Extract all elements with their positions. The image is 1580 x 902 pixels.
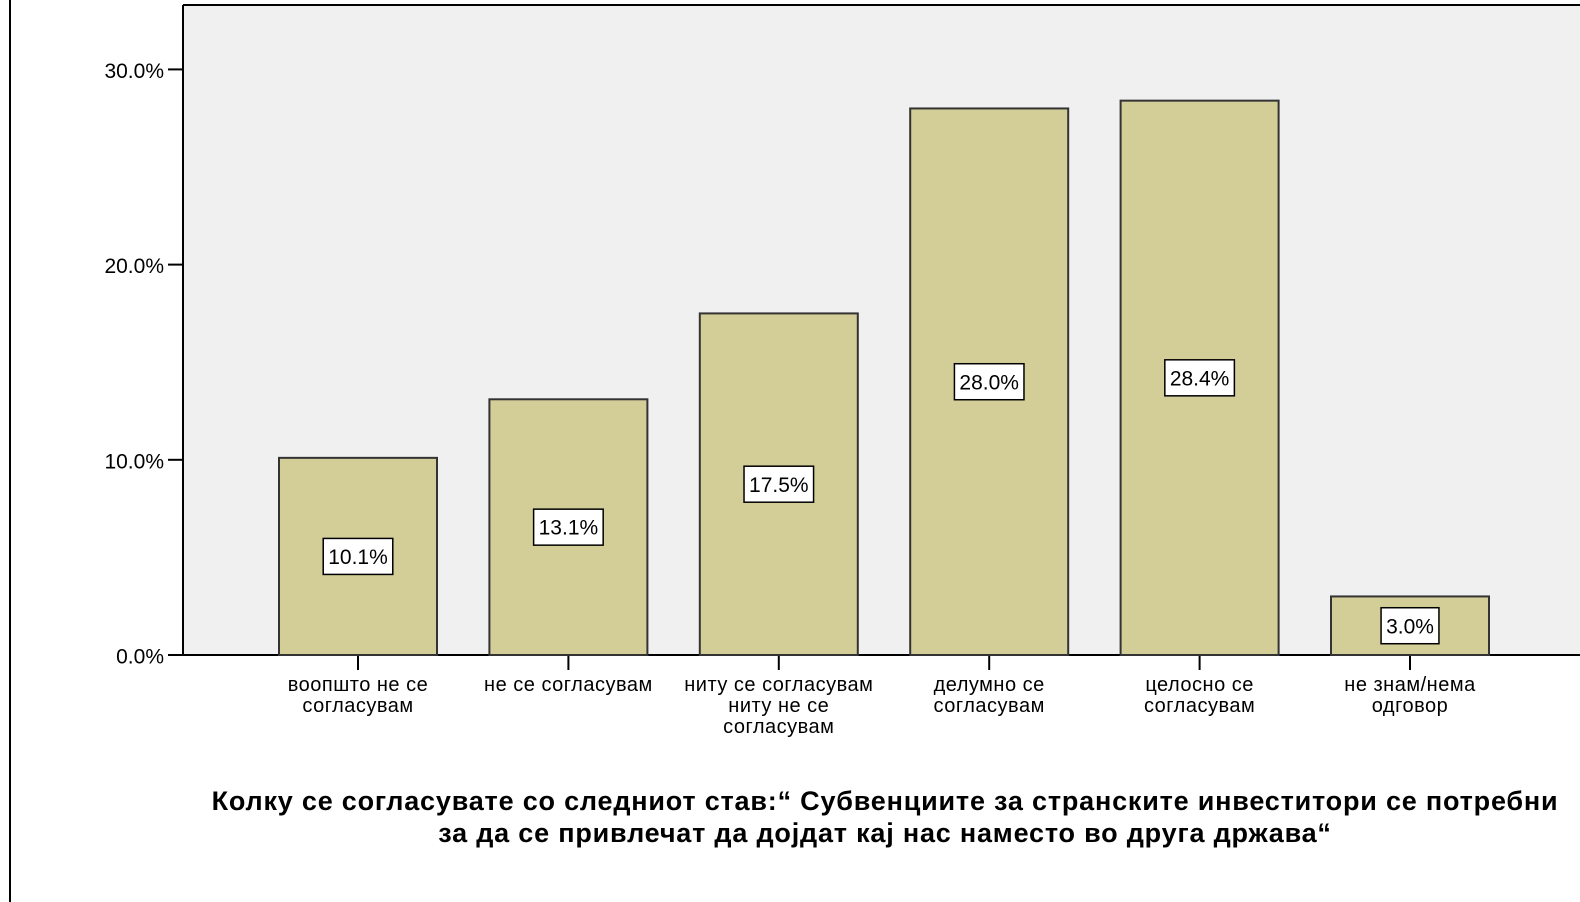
x-tick-label: не знам/нема одговор — [1344, 674, 1476, 717]
y-tick-label: 0.0% — [116, 646, 164, 669]
x-tick-label: делумно се согласувам — [933, 674, 1045, 717]
value-label: 28.0% — [959, 371, 1019, 394]
y-tick-label: 20.0% — [104, 255, 164, 278]
value-label-box — [953, 362, 1025, 401]
value-label: 3.0% — [1386, 615, 1434, 638]
value-label-box — [322, 537, 394, 576]
value-label-box — [532, 508, 604, 546]
value-label-box — [743, 465, 815, 503]
x-tick-label: ниту се согласувам ниту не се согласувам — [684, 674, 874, 738]
x-tick-label: целосно се согласувам — [1143, 674, 1256, 717]
y-tick-label: 10.0% — [104, 450, 164, 473]
x-tick-label: воопшто не се согласувам — [287, 674, 429, 717]
value-label: 28.4% — [1170, 367, 1230, 390]
x-tick-label: не се согласувам — [484, 674, 653, 696]
value-label: 10.1% — [328, 546, 388, 569]
value-label-box — [1380, 606, 1440, 645]
value-label-box — [1164, 359, 1236, 397]
x-axis-label: Колку се согласувате со следниот став:“ … — [211, 786, 1559, 848]
y-tick-label: 30.0% — [104, 60, 164, 83]
value-label: 13.1% — [539, 517, 599, 540]
value-label: 17.5% — [749, 474, 809, 497]
